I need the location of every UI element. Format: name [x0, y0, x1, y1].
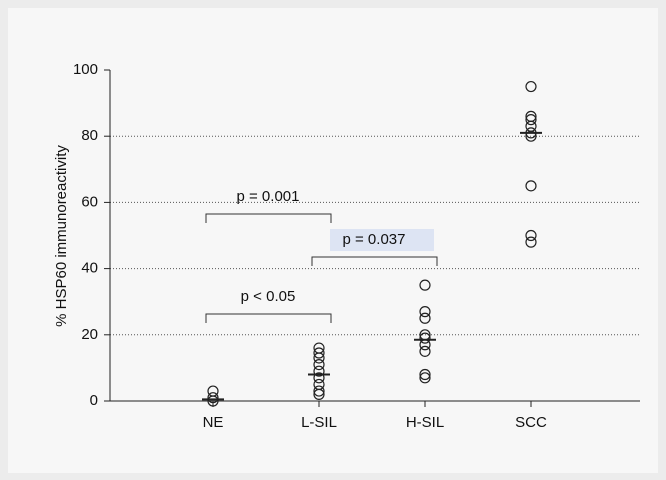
data-point — [419, 368, 431, 381]
data-point — [419, 332, 431, 344]
data-point — [525, 180, 537, 192]
y-tick-label: 60 — [81, 193, 98, 210]
label-highlight — [330, 229, 434, 252]
y-tick-label: 80 — [81, 127, 98, 144]
data-point — [525, 236, 537, 248]
significance-bracket — [205, 313, 332, 323]
data-point — [419, 306, 431, 318]
data-point — [419, 345, 431, 357]
data-point — [313, 365, 325, 377]
data-point — [525, 114, 537, 126]
significance-bracket — [205, 213, 332, 223]
y-tick-label: 40 — [81, 260, 98, 277]
data-point — [207, 395, 219, 407]
data-point — [313, 347, 325, 359]
p-value-label: p = 0.001 — [237, 188, 300, 205]
data-point — [525, 80, 537, 93]
p-value-label: p < 0.05 — [241, 288, 296, 305]
x-tick-label: H-SIL — [406, 414, 444, 431]
x-tick-label: SCC — [515, 414, 547, 431]
data-point — [419, 312, 431, 324]
data-point — [313, 358, 325, 371]
data-point — [419, 372, 431, 384]
y-tick-label: 20 — [81, 326, 98, 343]
data-point — [525, 229, 537, 242]
y-tick-label: 100 — [73, 61, 98, 78]
data-point — [313, 385, 325, 397]
x-tick-label: NE — [203, 414, 224, 431]
y-tick-label: 0 — [90, 392, 98, 409]
p-value-label: p = 0.037 — [343, 231, 406, 248]
significance-bracket — [311, 256, 438, 267]
data-point — [419, 279, 431, 291]
data-point — [313, 388, 325, 400]
y-axis-label: % HSP60 immunoreactivity — [53, 145, 70, 327]
x-tick-label: L-SIL — [301, 414, 337, 431]
data-point — [313, 372, 325, 384]
data-point — [207, 392, 219, 404]
data-point — [525, 130, 537, 142]
data-point — [313, 352, 325, 364]
